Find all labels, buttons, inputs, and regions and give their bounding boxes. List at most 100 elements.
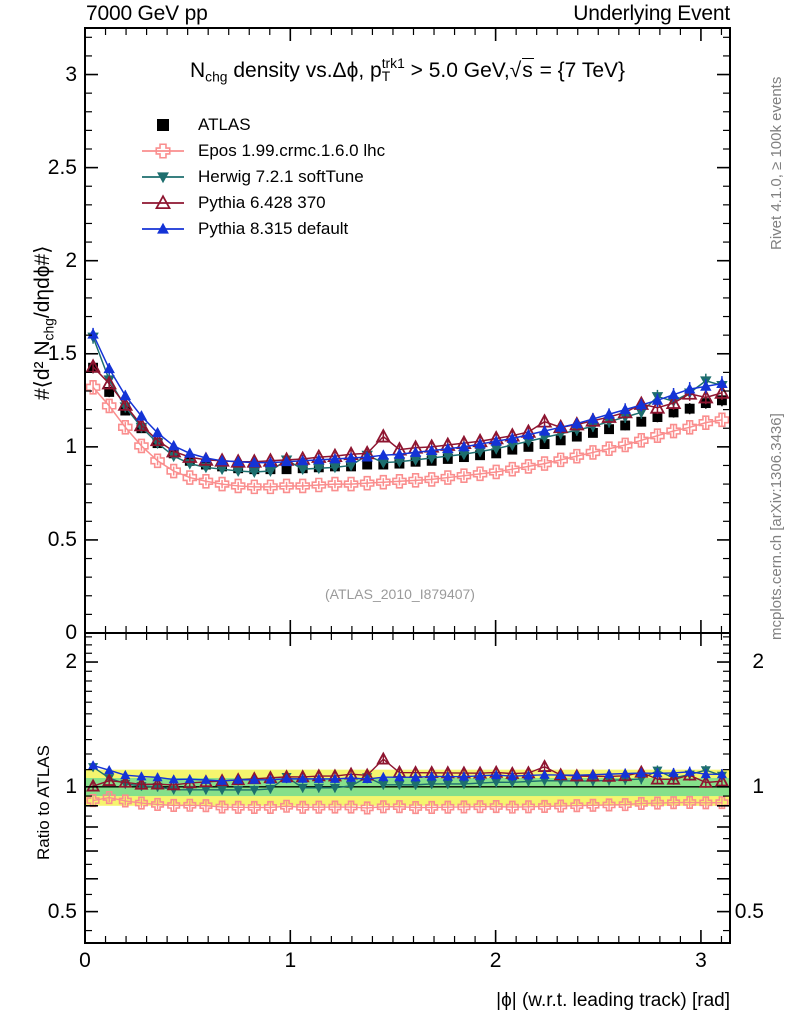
marker-cross-square — [618, 798, 632, 812]
marker-triangle-up — [104, 764, 115, 775]
marker-triangle-up — [345, 452, 357, 463]
marker-triangle-up — [683, 383, 696, 394]
marker-triangle-up — [135, 410, 148, 421]
marker-square — [555, 435, 566, 446]
marker-triangle-up — [184, 447, 196, 458]
marker-triangle-up — [410, 772, 421, 782]
marker-triangle-up — [474, 770, 486, 780]
marker-cross-square — [155, 143, 171, 159]
marker-square — [652, 412, 663, 423]
marker-cross-square — [183, 798, 197, 812]
marker-triangle-down — [249, 786, 260, 796]
marker-triangle-up-open — [166, 777, 181, 791]
marker-cross-square — [359, 475, 375, 491]
marker-cross-square — [360, 801, 374, 815]
marker-triangle-down — [539, 776, 550, 787]
ratio-line — [92, 796, 722, 809]
marker-triangle-up — [200, 774, 211, 784]
marker-cross-square — [230, 478, 246, 494]
marker-triangle-down — [410, 780, 421, 791]
legend: ATLAS Epos 1.99.crmc.1.6.0 lhc Herwig 7.2.… — [140, 112, 385, 242]
marker-triangle-down — [587, 421, 599, 433]
marker-triangle-up-open — [666, 771, 681, 785]
marker-cross-square — [231, 800, 245, 814]
series-line — [92, 366, 723, 463]
marker-triangle-up — [474, 438, 486, 449]
title-n-sub: chg — [205, 68, 228, 85]
marker-square — [636, 416, 647, 427]
marker-cross-square — [214, 476, 230, 492]
marker-cross-square — [409, 800, 423, 815]
marker-cross-square — [457, 800, 471, 814]
marker-cross-square — [311, 477, 327, 493]
marker-cross-square — [553, 452, 568, 468]
marker-triangle-up-open — [86, 778, 101, 792]
marker-triangle-down — [296, 464, 309, 476]
marker-cross-square — [280, 799, 294, 813]
ratio-line — [92, 766, 723, 791]
marker-cross-square — [667, 796, 681, 810]
marker-triangle-up — [362, 773, 373, 783]
marker-triangle-up-open — [133, 417, 150, 432]
marker-cross-square — [569, 448, 585, 464]
marker-triangle-up — [264, 456, 277, 468]
plot-title: Nchg density vs.Δϕ, ptrk1 T > 5.0 GeV,√s … — [189, 55, 626, 85]
marker-triangle-up-open — [155, 194, 171, 210]
marker-triangle-down — [393, 457, 406, 468]
legend-item: Epos 1.99.crmc.1.6.0 lhc — [140, 138, 385, 164]
axis-ticks — [84, 28, 730, 943]
marker-triangle-up — [378, 771, 389, 782]
marker-cross-square — [215, 800, 229, 814]
marker-triangle-up — [329, 773, 341, 783]
marker-triangle-down — [313, 783, 324, 794]
marker-triangle-down — [394, 780, 405, 791]
marker-triangle-up — [506, 432, 519, 443]
ratio-line — [92, 758, 722, 787]
marker-triangle-up — [442, 442, 454, 454]
marker-cross-square — [101, 398, 117, 414]
marker-triangle-up — [393, 448, 406, 459]
marker-cross-square — [699, 796, 713, 810]
marker-triangle-up-open — [101, 375, 117, 390]
x-axis-label: |ϕ| (w.r.t. leading track) [rad] — [496, 990, 730, 1011]
marker-triangle-down — [474, 447, 486, 458]
marker-cross-square — [182, 470, 198, 485]
legend-marker-triangle-down-filled — [142, 172, 184, 184]
legend-label: Pythia 6.428 370 — [198, 193, 326, 212]
marker-triangle-down — [538, 433, 551, 444]
series-herwig-7-2-1-softtune — [87, 330, 728, 478]
marker-triangle-up — [571, 417, 583, 428]
marker-triangle-down — [458, 449, 470, 461]
marker-cross-square — [505, 800, 519, 814]
legend-label: Pythia 8.315 default — [198, 219, 349, 238]
marker-triangle-up — [491, 769, 502, 779]
marker-triangle-up — [313, 773, 324, 783]
title-mid: density vs.Δϕ, p — [227, 59, 382, 82]
marker-triangle-up — [88, 760, 99, 770]
marker-triangle-down — [490, 444, 502, 455]
series-line — [92, 336, 723, 473]
marker-triangle-down — [442, 451, 454, 463]
marker-triangle-up-open — [714, 773, 729, 787]
y-tick-label-ratio: 1 — [65, 774, 77, 798]
marker-triangle-up — [684, 766, 695, 776]
ratio-error-bands — [85, 769, 730, 806]
marker-triangle-up-open — [665, 394, 682, 409]
series-pythia-8-315-default — [87, 327, 728, 468]
marker-cross-square — [295, 478, 310, 494]
marker-triangle-down — [329, 783, 341, 794]
legend-item: Pythia 6.428 370 — [140, 190, 385, 216]
title-sqrt-s: s — [522, 58, 534, 82]
marker-triangle-up — [265, 774, 276, 784]
marker-triangle-down — [522, 436, 535, 448]
marker-triangle-up — [168, 774, 179, 784]
marker-triangle-up — [120, 769, 131, 780]
marker-triangle-up-open — [376, 751, 391, 765]
marker-cross-square — [167, 798, 181, 813]
legend-marker-cross-square-open — [142, 143, 184, 159]
marker-cross-square — [472, 466, 488, 482]
marker-triangle-up — [119, 389, 132, 401]
marker-triangle-up — [571, 769, 582, 780]
ratio-series-pythia-8-315-default — [88, 760, 727, 786]
